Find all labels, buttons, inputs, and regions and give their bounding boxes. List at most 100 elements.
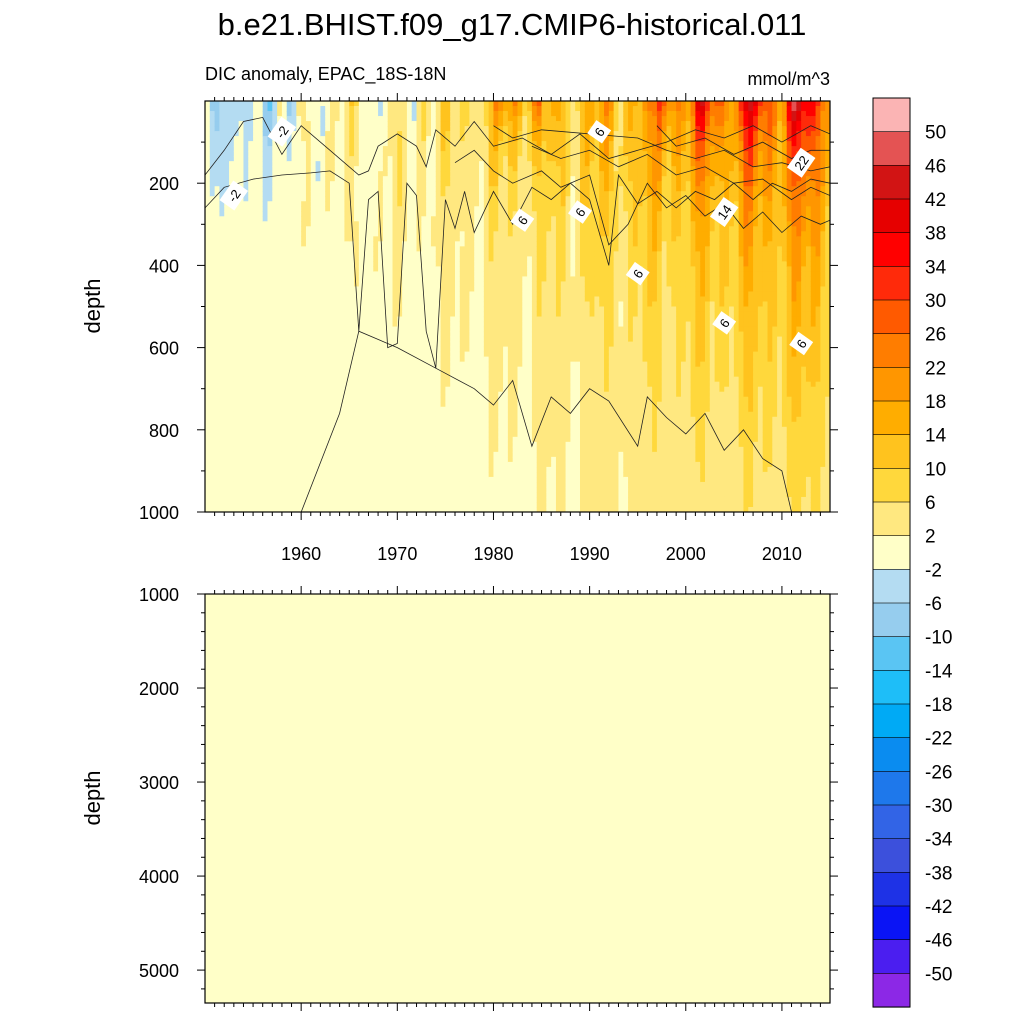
- field-cell: [214, 486, 221, 493]
- field-cell: [426, 296, 432, 303]
- field-cell: [382, 251, 389, 257]
- field-cell: [339, 471, 346, 478]
- field-cell: [205, 281, 211, 288]
- field-cell: [459, 281, 466, 288]
- field-cell: [411, 246, 418, 252]
- field-cell: [479, 276, 485, 283]
- field-cell: [392, 256, 398, 262]
- field-cell: [469, 131, 475, 137]
- field-cell: [243, 196, 249, 202]
- field-cell: [363, 431, 370, 438]
- field-cell: [445, 141, 451, 147]
- field-cell: [435, 146, 442, 152]
- field-cell: [243, 286, 249, 293]
- field-cell: [253, 481, 259, 488]
- field-cell: [488, 351, 495, 358]
- field-cell: [411, 376, 418, 383]
- field-cell: [233, 346, 240, 353]
- field-cell: [310, 446, 317, 453]
- field-cell: [330, 226, 336, 232]
- field-cell: [411, 456, 418, 463]
- field-cell: [238, 426, 245, 433]
- field-cell: [281, 426, 288, 433]
- field-cell: [281, 486, 288, 493]
- field-cell: [286, 251, 293, 257]
- field-cell: [459, 241, 466, 247]
- field-cell: [488, 161, 495, 167]
- field-cell: [272, 236, 278, 242]
- field-cell: [286, 336, 293, 343]
- field-cell: [488, 321, 495, 328]
- field-cell: [411, 366, 418, 373]
- field-cell: [363, 341, 370, 348]
- field-cell: [272, 331, 278, 338]
- field-cell: [334, 431, 341, 438]
- field-cell: [455, 396, 461, 403]
- field-cell: [219, 411, 225, 418]
- field-cell: [339, 116, 346, 122]
- field-cell: [479, 306, 485, 313]
- field-cell: [406, 131, 413, 137]
- field-cell: [262, 486, 269, 493]
- field-cell: [354, 316, 360, 323]
- field-cell: [406, 266, 413, 273]
- field-cell: [257, 361, 264, 368]
- field-cell: [209, 406, 216, 413]
- field-cell: [267, 406, 273, 413]
- field-cell: [368, 246, 374, 252]
- field-cell: [445, 401, 451, 408]
- field-cell: [402, 276, 408, 283]
- field-cell: [310, 361, 317, 368]
- field-cell: [315, 201, 321, 207]
- field-cell: [430, 131, 437, 137]
- field-cell: [219, 286, 225, 293]
- field-cell: [310, 101, 317, 107]
- field-cell: [243, 306, 249, 313]
- field-cell: [382, 276, 389, 283]
- field-cell: [296, 201, 302, 207]
- field-cell: [488, 346, 495, 353]
- field-cell: [421, 461, 427, 468]
- field-cell: [363, 446, 370, 453]
- field-cell: [426, 486, 432, 493]
- field-cell: [459, 476, 466, 483]
- field-cell: [392, 491, 398, 498]
- field-cell: [430, 151, 437, 157]
- field-cell: [440, 221, 446, 227]
- field-cell: [339, 296, 346, 303]
- field-cell: [301, 221, 307, 227]
- field-cell: [450, 166, 456, 172]
- field-cell: [469, 356, 475, 363]
- field-cell: [301, 281, 307, 288]
- field-cell: [310, 221, 317, 227]
- field-cell: [272, 196, 278, 202]
- field-cell: [378, 116, 384, 122]
- field-cell: [416, 501, 422, 508]
- field-cell: [411, 166, 418, 172]
- field-cell: [296, 471, 302, 478]
- field-cell: [339, 291, 346, 298]
- field-cell: [344, 266, 350, 273]
- field-cell: [305, 456, 312, 463]
- field-cell: [229, 286, 235, 293]
- field-cell: [368, 231, 374, 237]
- field-cell: [397, 246, 403, 252]
- field-cell: [474, 506, 480, 512]
- field-cell: [378, 266, 384, 273]
- field-cell: [296, 451, 302, 458]
- field-cell: [281, 346, 288, 353]
- field-cell: [243, 341, 249, 348]
- field-cell: [320, 501, 326, 508]
- field-cell: [262, 211, 269, 217]
- field-cell: [205, 311, 211, 318]
- field-cell: [253, 456, 259, 463]
- field-cell: [493, 196, 499, 202]
- field-cell: [416, 126, 422, 132]
- field-cell: [267, 231, 273, 237]
- field-cell: [219, 396, 225, 403]
- field-cell: [301, 116, 307, 122]
- field-cell: [330, 146, 336, 152]
- field-cell: [281, 281, 288, 288]
- field-cell: [305, 156, 312, 162]
- field-cell: [205, 461, 211, 468]
